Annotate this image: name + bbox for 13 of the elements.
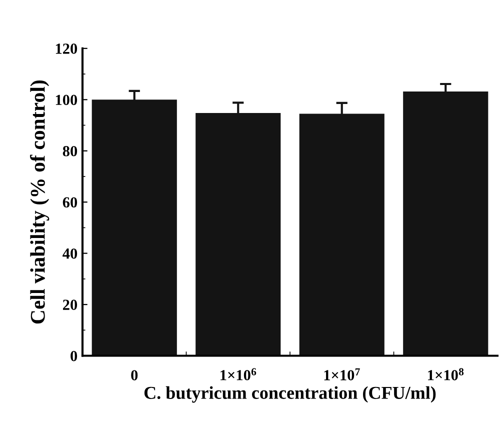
y-tick-label: 120 xyxy=(56,44,78,54)
y-tick-label: 20 xyxy=(63,300,78,310)
y-tick-label: 100 xyxy=(56,94,78,106)
x-tick-label: 1×10$^{7}$ xyxy=(324,368,360,380)
y-tick-label: 40 xyxy=(62,248,78,259)
x-tick-label: 1×10$^{6}$ xyxy=(220,368,256,380)
y-tick-label: 80 xyxy=(62,146,78,156)
y-tick-label: 0 xyxy=(70,350,78,362)
y-axis-title: Cell viability (% of control) xyxy=(30,80,50,324)
x-axis-title: C. butyricum concentration (CFU/ml) xyxy=(144,386,436,403)
x-tick-label: 1×10$^{8}$ xyxy=(428,368,464,380)
y-tick-label: 60 xyxy=(62,197,78,208)
x-tick-label: 0 xyxy=(131,370,138,380)
